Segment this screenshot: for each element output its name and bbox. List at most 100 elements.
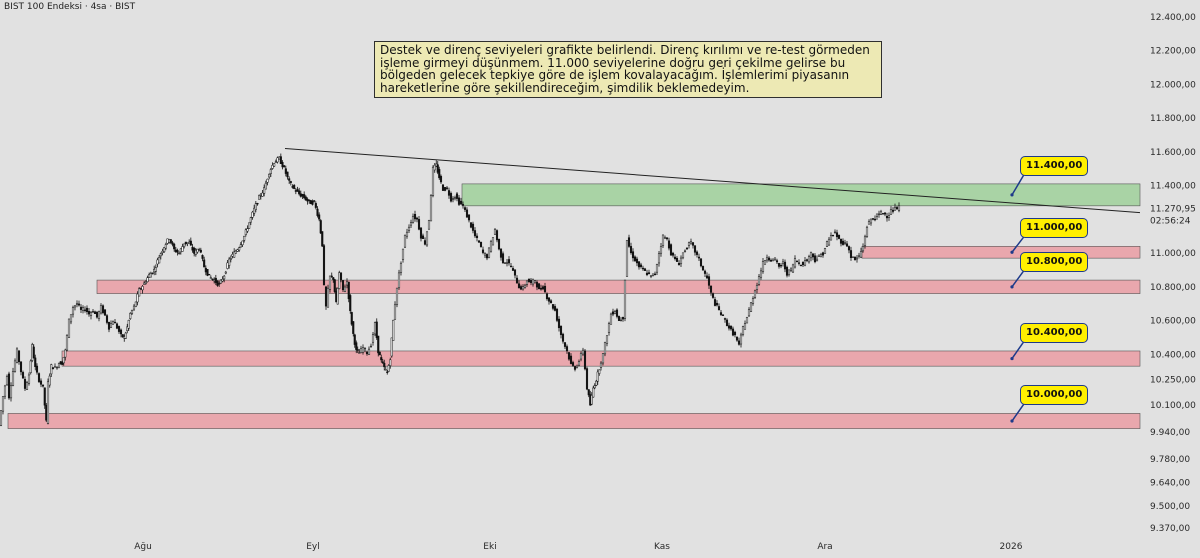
candle-body [885, 215, 889, 219]
candle-body [847, 246, 851, 251]
candle-body [159, 253, 162, 257]
candle-body [453, 197, 457, 199]
candle-body [363, 347, 367, 350]
candle-body [543, 285, 547, 293]
y-tick-label: 12.000,00 [1150, 80, 1196, 90]
candle-body [184, 241, 187, 244]
candle-body [361, 347, 365, 353]
candle-body [541, 286, 545, 290]
candle-body [211, 278, 214, 280]
candle-body [592, 387, 595, 398]
x-tick-label: Eki [483, 542, 496, 552]
candle-body [679, 257, 683, 265]
candle-body [204, 267, 207, 273]
candle-body [539, 287, 543, 290]
candle-body [563, 342, 567, 347]
x-tick-label: 2026 [1000, 542, 1023, 552]
candle-body [64, 349, 67, 358]
candle-body [356, 349, 359, 351]
candle-body [263, 187, 266, 194]
candle-body [173, 243, 176, 250]
candle-body [713, 299, 717, 306]
candle-body [306, 198, 309, 202]
candle-body [196, 248, 199, 253]
candle-body [85, 307, 89, 313]
candle-body [25, 382, 29, 390]
level-tag-0[interactable]: 11.400,00 [1020, 155, 1089, 176]
candle-body [611, 311, 615, 315]
candle-body [101, 305, 105, 313]
candle-body [256, 203, 259, 205]
level-tag-3[interactable]: 10.400,00 [1020, 322, 1089, 343]
candle-body [223, 275, 226, 280]
candle-body [238, 247, 241, 251]
zone-4 [7, 413, 1141, 429]
candle-body [875, 213, 879, 217]
candle-body [863, 236, 867, 246]
candle-body [35, 365, 39, 373]
candle-body [491, 237, 495, 246]
candle-body [483, 253, 487, 256]
candle-body [3, 385, 7, 397]
candle-body [43, 387, 46, 406]
candle-body [117, 326, 121, 332]
candle-body [773, 257, 777, 261]
candle-body [27, 374, 31, 384]
candle-body [723, 318, 727, 320]
candle-body [763, 260, 767, 265]
candle-body [509, 265, 513, 268]
candle-body [871, 218, 875, 220]
candle-body [683, 250, 687, 252]
candle-body [438, 169, 441, 179]
candle-body [304, 196, 307, 201]
x-tick-label: Kas [654, 542, 670, 552]
candle-body [17, 350, 21, 363]
candle-body [653, 273, 657, 276]
candle-body [369, 345, 373, 348]
candle-body [5, 376, 9, 386]
candle-body [449, 193, 453, 202]
candle-body [689, 241, 693, 244]
candle-body [309, 200, 312, 205]
candle-body [821, 252, 825, 256]
candle-body [809, 251, 813, 259]
level-tag-4[interactable]: 10.000,00 [1020, 385, 1089, 406]
candle-body [501, 253, 505, 264]
candle-body [717, 306, 721, 311]
candle-body [489, 241, 493, 252]
candle-body [747, 309, 751, 317]
symbol-label: BIST 100 Endeksi · 4sa · BIST [4, 2, 136, 12]
candle-body [569, 355, 573, 364]
candle-body [1, 396, 5, 412]
candle-body [527, 278, 531, 283]
candle-body [291, 186, 294, 188]
level-tag-1[interactable]: 11.000,00 [1020, 218, 1089, 239]
candle-body [171, 242, 174, 245]
candle-body [50, 364, 53, 375]
candle-body [839, 238, 843, 244]
candle-body [719, 312, 723, 315]
level-tag-2[interactable]: 10.800,00 [1020, 252, 1089, 273]
candle-body [343, 286, 347, 293]
zone-2 [96, 279, 1141, 294]
annotation-note[interactable]: Destek ve direnç seviyeleri grafikte bel… [374, 41, 882, 98]
candle-body [286, 171, 289, 178]
candle-body [380, 357, 383, 361]
candle-body [274, 161, 277, 163]
candle-body [113, 321, 117, 324]
candle-body [79, 306, 83, 310]
candle-body [95, 311, 99, 318]
candle-body [693, 245, 697, 253]
candle-body [841, 240, 845, 245]
candle-body [130, 309, 134, 314]
candle-body [823, 248, 827, 254]
y-tick-label: 9.500,00 [1150, 502, 1190, 512]
candle-body [459, 200, 463, 205]
candle-body [533, 280, 537, 283]
candle-body [667, 240, 671, 249]
candle-body [649, 275, 653, 277]
candle-body [355, 342, 358, 350]
candle-body [375, 321, 378, 339]
candle-body [381, 361, 384, 364]
